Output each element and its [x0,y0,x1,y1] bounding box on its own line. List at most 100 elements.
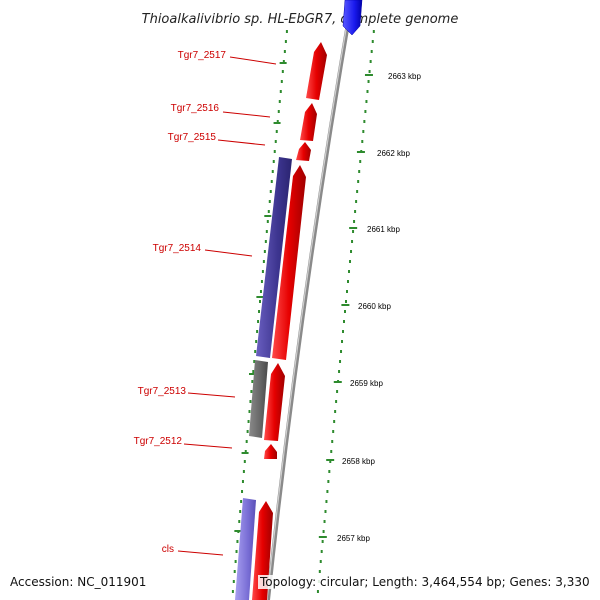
kbp-tick [326,459,335,461]
inner-ring-dot [283,50,286,53]
kbp-tick [356,151,365,153]
outer-ring-dot [316,590,319,593]
gene-arrow-tgr7-2514 [272,165,306,360]
outer-ring-dot [367,80,370,83]
outer-ring-dot [356,190,359,193]
inner-ring-dot [270,180,273,183]
outer-ring-dot [327,480,330,483]
outer-ring-dot [351,240,354,243]
outer-ring-dot [344,310,347,313]
gene-label: Tgr7_2515 [168,132,217,143]
inner-ring-dot [263,250,266,253]
inner-ring-dot [262,260,265,263]
kbp-scale: 2663 kbp 2662 kbp 2661 kbp 2660 kbp 2659 kbp… [318,72,421,543]
outer-ring-dot [331,440,334,443]
feature-light-blue-block [235,498,256,600]
gene-label: cls [162,544,174,555]
inner-ring-major-tick [241,452,249,454]
gene-leader-line [222,111,271,118]
inner-ring-dot [265,230,268,233]
inner-ring-dot [236,540,239,543]
inner-ring-major-tick [264,215,272,217]
inner-ring-dot [231,590,234,593]
inner-ring-dot [238,520,241,523]
inner-ring-dot [268,200,271,203]
kbp-tick [318,536,327,538]
kbp-tick [341,304,350,306]
outer-ring-dot [338,370,341,373]
outer-ring-dot [335,400,338,403]
outer-ring-dot [368,70,371,73]
kbp-label: 2661 kbp [367,225,400,234]
outer-ring-dot [326,490,329,493]
inner-ring-dot [239,510,242,513]
inner-ring-dot [281,70,284,73]
inner-ring-dot [278,100,281,103]
outer-ring-dot [361,140,364,143]
gene-leader-line [187,392,236,398]
gene-label: Tgr7_2514 [153,243,202,254]
outer-ring-dot [364,110,367,113]
gene-label: Tgr7_2516 [171,103,220,114]
outer-ring-dot [350,250,353,253]
inner-ring-major-tick [279,62,287,64]
outer-ring-dot [358,170,361,173]
inner-ring-dot [254,350,257,353]
outer-ring-dot [357,180,360,183]
outer-ring-dot [352,230,355,233]
kbp-label: 2663 kbp [388,72,421,81]
inner-ring-dot [261,270,264,273]
inner-ring-dot [247,420,250,423]
outer-ring-dot [355,200,358,203]
outer-ring-dot [334,410,337,413]
inner-ring-major-tick [249,373,257,375]
inner-ring-dot [258,310,261,313]
outer-ring-dot [318,570,321,573]
outer-ring-dot [340,350,343,353]
outer-ring-dot [341,340,344,343]
inner-ring-dot [251,380,254,383]
inner-ring-dot [284,40,287,43]
outer-ring-dot [369,60,372,63]
inner-ring-dot [233,570,236,573]
outer-ring-dot [349,260,352,263]
inner-tick-ring [231,30,288,593]
inner-ring-dot [276,120,279,123]
gene-leader-line [177,550,224,556]
outer-ring-dot [323,520,326,523]
inner-ring-dot [272,160,275,163]
inner-ring-dot [244,450,247,453]
inner-ring-dot [241,480,244,483]
gene-leader-line [229,56,277,65]
kbp-tick [364,74,373,76]
outer-ring-dot [333,420,336,423]
inner-ring-dot [235,550,238,553]
inner-ring-dot [282,60,285,63]
inner-ring-dot [250,390,253,393]
gene-leader-line [217,139,266,146]
outer-ring-dot [353,220,356,223]
outer-ring-dot [325,500,328,503]
outer-ring-dot [345,300,347,303]
kbp-label: 2660 kbp [358,302,391,311]
feature-blue-block [256,157,292,358]
outer-ring-dot [372,30,375,33]
outer-ring-dot [362,130,365,133]
outer-ring-dot [330,450,333,453]
inner-ring-dot [273,150,276,153]
gene-arrow-tgr7-2516 [300,103,317,141]
gene-leader-line [183,443,233,449]
inner-ring-dot [241,490,244,493]
inner-ring-dot [280,80,283,83]
topology-text: Topology: circular; Length: 3,464,554 bp… [258,575,592,589]
inner-ring-dot [277,110,280,113]
inner-ring-major-tick [273,122,281,124]
inner-ring-dot [232,580,235,583]
gene-arrow-tgr7-2515 [296,142,311,161]
inner-ring-dot [259,300,261,303]
genome-backbone [266,0,354,600]
inner-ring-dot [260,280,263,283]
inner-ring-dot [252,370,255,373]
kbp-tick [333,381,342,383]
gene-label: Tgr7_2513 [138,386,187,397]
